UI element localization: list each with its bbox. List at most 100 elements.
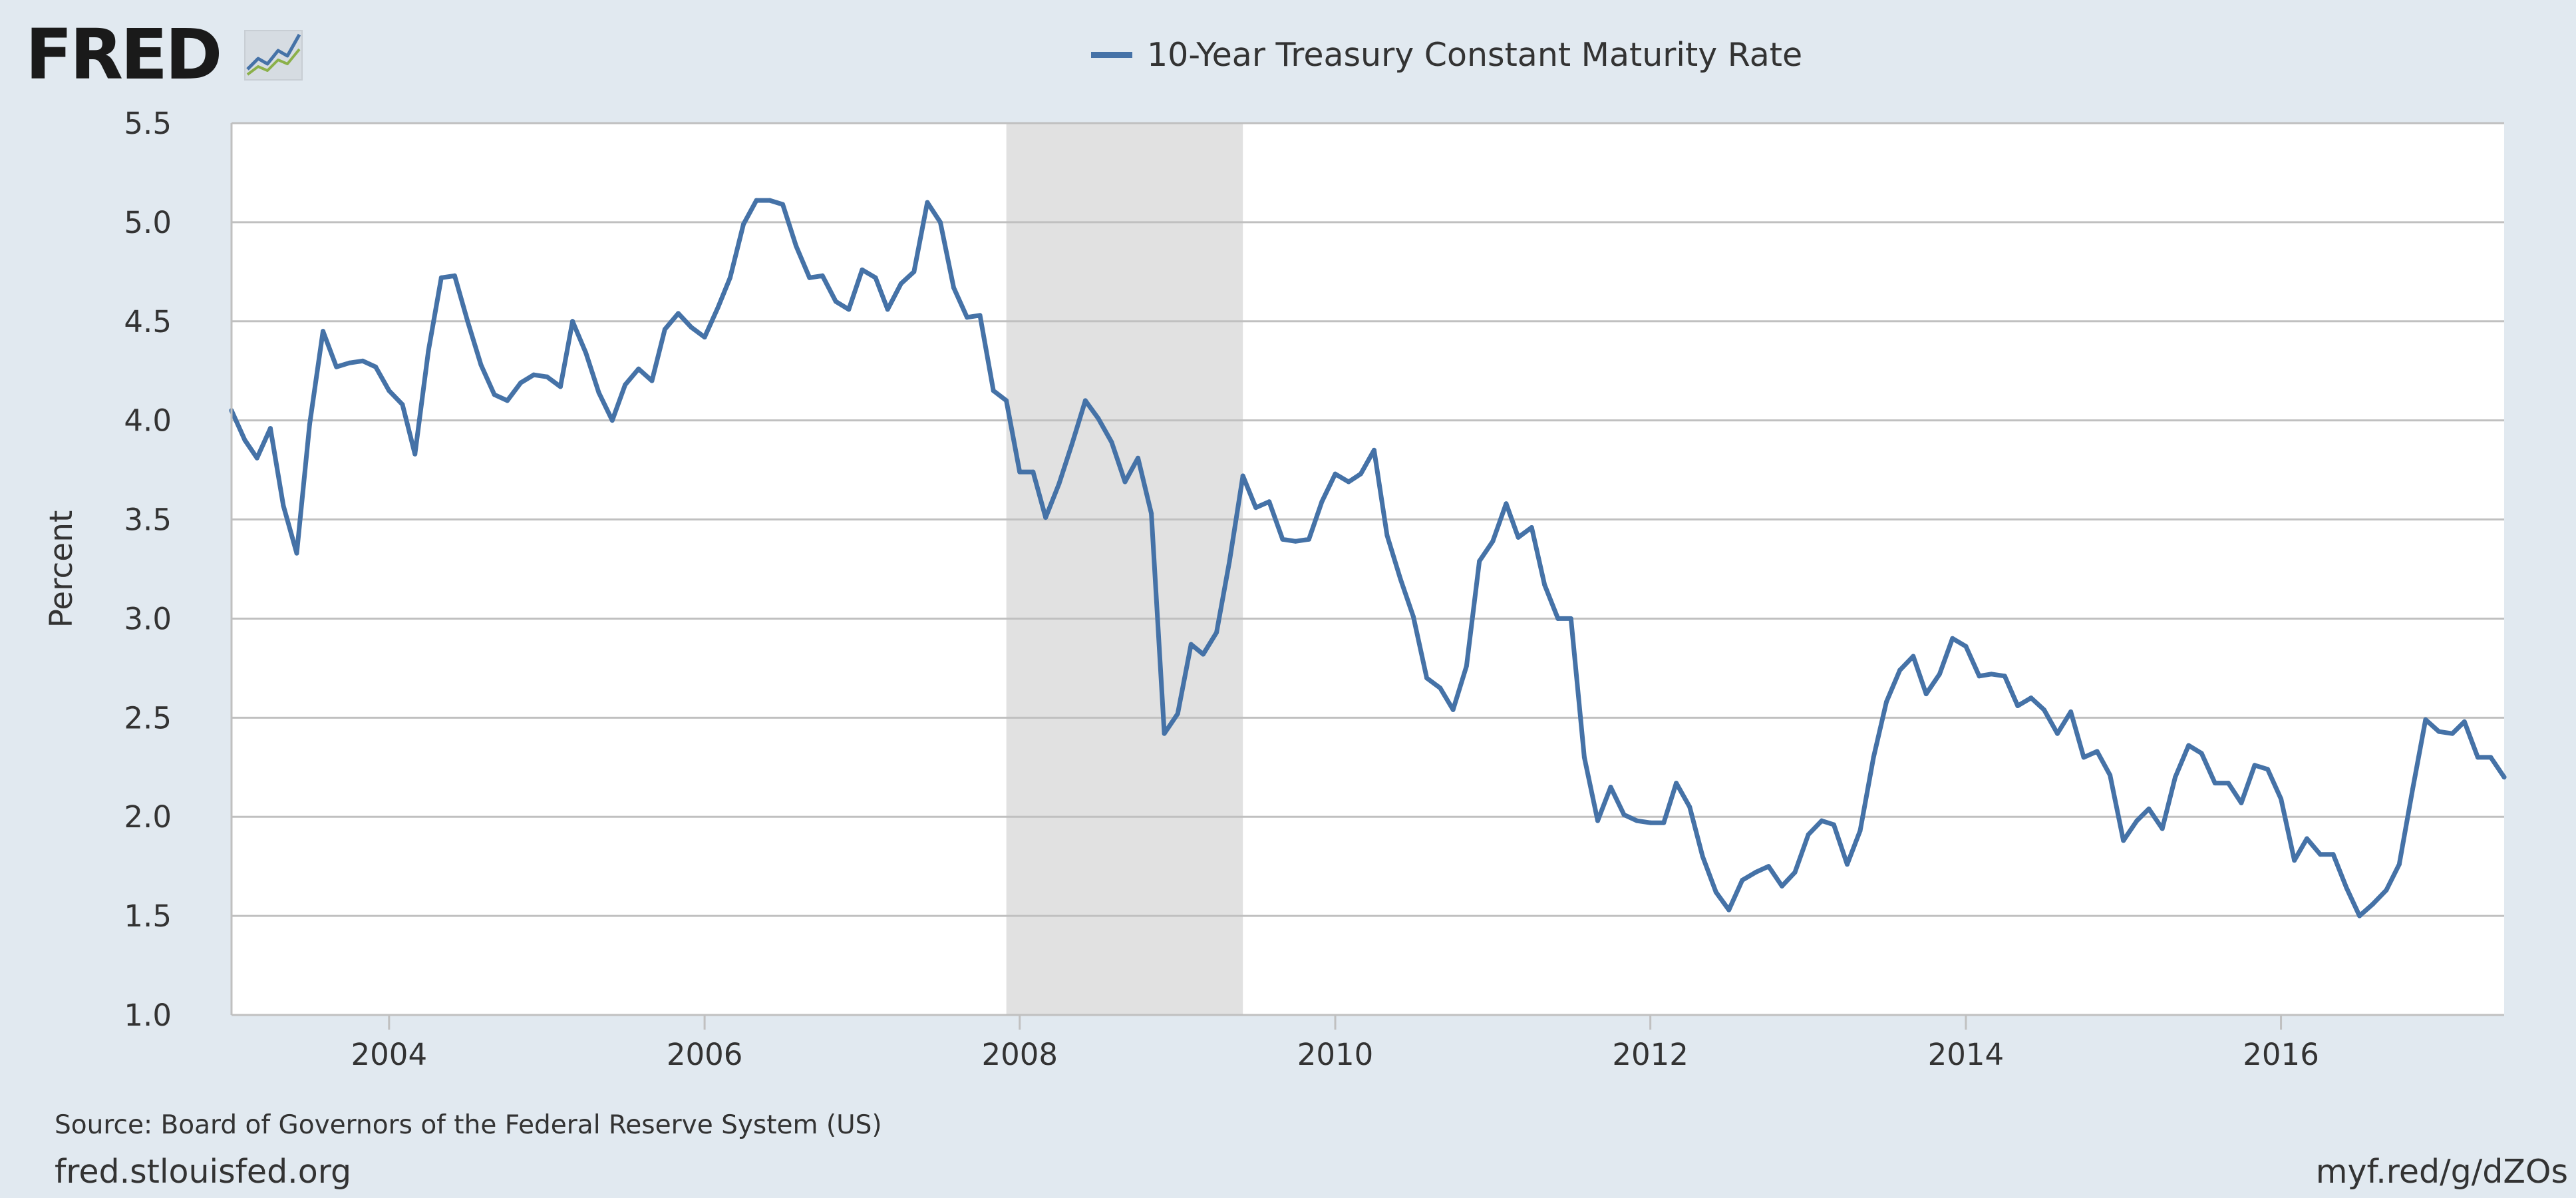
data-point[interactable] [254,455,259,461]
data-point[interactable] [2108,773,2113,778]
data-point[interactable] [570,319,575,324]
data-point[interactable] [833,299,838,304]
data-point[interactable] [1319,499,1325,504]
data-point[interactable] [1884,699,1889,705]
data-point[interactable] [1082,398,1088,403]
data-point[interactable] [1555,616,1561,621]
data-point[interactable] [2357,913,2362,918]
data-point[interactable] [885,307,890,312]
data-point[interactable] [662,327,667,332]
data-point[interactable] [1069,441,1074,447]
data-point[interactable] [1504,501,1509,506]
data-point[interactable] [951,285,956,290]
data-point[interactable] [807,275,812,280]
data-point[interactable] [2028,696,2034,701]
data-point[interactable] [1621,812,1627,817]
data-point[interactable] [794,244,799,249]
data-point[interactable] [2450,731,2455,736]
data-point[interactable] [558,384,563,389]
data-point[interactable] [846,307,852,312]
data-point[interactable] [1200,652,1206,657]
data-point[interactable] [267,426,273,431]
data-point[interactable] [2436,729,2442,734]
data-point[interactable] [2225,781,2231,786]
data-point[interactable] [860,267,865,272]
data-point[interactable] [1845,862,1850,867]
data-point[interactable] [531,372,536,377]
data-point[interactable] [2265,767,2270,772]
data-point[interactable] [1188,642,1194,647]
data-point[interactable] [1581,755,1587,760]
data-point[interactable] [2344,885,2349,891]
data-point[interactable] [294,550,299,556]
data-point[interactable] [2501,775,2507,780]
data-point[interactable] [2121,838,2126,843]
short-link[interactable]: myf.red/g/dZOs [2315,1153,2568,1191]
data-point[interactable] [1542,582,1547,588]
data-point[interactable] [609,418,615,423]
data-point[interactable] [321,329,326,334]
data-point[interactable] [1963,644,1969,649]
data-point[interactable] [1398,576,1403,582]
data-point[interactable] [754,198,759,203]
data-point[interactable] [2488,755,2494,760]
data-point[interactable] [1857,828,1863,833]
data-point[interactable] [1464,664,1469,669]
data-point[interactable] [1674,781,1679,786]
data-point[interactable] [596,390,601,395]
data-point[interactable] [2475,755,2480,760]
data-point[interactable] [2068,709,2074,714]
data-point[interactable] [2252,763,2257,768]
data-point[interactable] [1490,538,1496,544]
data-point[interactable] [1780,883,1785,889]
data-point[interactable] [1424,676,1430,681]
data-point[interactable] [1661,820,1667,825]
data-point[interactable] [1923,692,1929,697]
data-point[interactable] [2410,787,2415,792]
data-point[interactable] [898,281,903,286]
data-point[interactable] [636,366,641,371]
data-point[interactable] [2160,826,2165,831]
data-point[interactable] [281,503,286,508]
data-point[interactable] [1438,686,1443,691]
series-line-0[interactable] [229,198,2507,918]
data-point[interactable] [1713,889,1718,895]
data-point[interactable] [1240,473,1245,479]
data-point[interactable] [2331,852,2336,857]
data-point[interactable] [438,275,444,280]
data-point[interactable] [360,358,365,363]
data-point[interactable] [2146,806,2152,811]
data-point[interactable] [1568,616,1573,621]
data-point[interactable] [991,388,996,393]
data-point[interactable] [1384,532,1390,538]
data-point[interactable] [334,364,339,369]
data-point[interactable] [2002,674,2007,679]
data-point[interactable] [1753,870,1758,875]
data-point[interactable] [873,275,878,280]
data-point[interactable] [2041,707,2046,712]
data-point[interactable] [1477,558,1482,564]
data-point[interactable] [1871,755,1876,760]
data-point[interactable] [2279,796,2284,801]
data-point[interactable] [2212,781,2217,786]
data-point[interactable] [780,202,786,207]
data-point[interactable] [1635,818,1640,823]
data-point[interactable] [1175,711,1180,716]
data-point[interactable] [2304,836,2309,841]
data-point[interactable] [1136,455,1141,461]
site-link[interactable]: fred.stlouisfed.org [55,1153,352,1191]
data-point[interactable] [977,313,983,318]
data-point[interactable] [1043,515,1048,520]
data-point[interactable] [1017,469,1023,475]
data-point[interactable] [1792,870,1798,875]
data-point[interactable] [2462,719,2467,724]
data-point[interactable] [1937,672,1942,677]
data-point[interactable] [347,360,352,365]
data-point[interactable] [1253,505,1259,510]
data-point[interactable] [583,350,589,355]
data-point[interactable] [492,392,497,397]
data-point[interactable] [727,275,732,280]
data-point[interactable] [767,198,772,203]
data-point[interactable] [1529,524,1534,530]
data-point[interactable] [1162,731,1167,736]
